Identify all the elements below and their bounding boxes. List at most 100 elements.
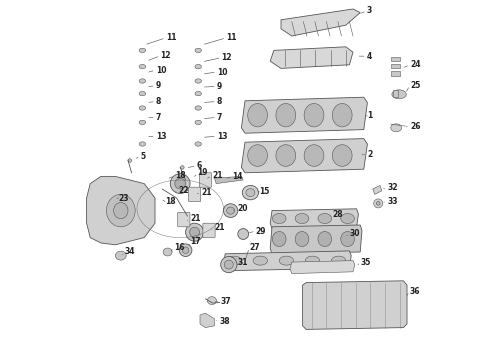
Polygon shape — [270, 225, 362, 254]
Text: 8: 8 — [217, 97, 222, 106]
Text: 3: 3 — [367, 6, 372, 15]
Text: 34: 34 — [124, 248, 135, 256]
Ellipse shape — [374, 199, 383, 208]
Text: 29: 29 — [256, 227, 266, 236]
Text: 14: 14 — [232, 172, 243, 181]
Text: 21: 21 — [201, 188, 212, 197]
Text: 27: 27 — [249, 243, 260, 252]
Text: 18: 18 — [165, 197, 176, 206]
Ellipse shape — [246, 189, 255, 197]
Text: 21: 21 — [215, 223, 225, 233]
Ellipse shape — [318, 213, 332, 224]
FancyBboxPatch shape — [391, 71, 400, 76]
Ellipse shape — [276, 145, 295, 166]
Ellipse shape — [175, 178, 186, 189]
Ellipse shape — [392, 90, 406, 99]
Text: 30: 30 — [349, 229, 360, 238]
Text: 19: 19 — [197, 168, 208, 177]
Text: 1: 1 — [368, 112, 373, 120]
Text: 36: 36 — [410, 287, 420, 296]
Ellipse shape — [195, 142, 201, 146]
Ellipse shape — [139, 48, 146, 53]
FancyBboxPatch shape — [203, 223, 215, 238]
Text: 5: 5 — [141, 152, 146, 161]
Ellipse shape — [195, 106, 201, 110]
Ellipse shape — [116, 251, 126, 260]
Text: 25: 25 — [410, 81, 420, 90]
Polygon shape — [270, 209, 358, 229]
Ellipse shape — [253, 256, 268, 265]
Polygon shape — [242, 97, 368, 133]
Polygon shape — [200, 313, 215, 328]
Ellipse shape — [139, 64, 146, 69]
Text: 22: 22 — [178, 186, 189, 195]
Ellipse shape — [190, 227, 199, 237]
Text: 2: 2 — [368, 150, 373, 159]
Polygon shape — [290, 261, 355, 274]
Text: 9: 9 — [217, 82, 222, 91]
Text: 24: 24 — [410, 60, 420, 69]
Polygon shape — [270, 47, 353, 68]
Text: 12: 12 — [221, 53, 232, 62]
Ellipse shape — [139, 79, 146, 83]
Ellipse shape — [238, 229, 248, 239]
Ellipse shape — [195, 79, 201, 83]
Text: 37: 37 — [220, 297, 231, 306]
Text: 16: 16 — [174, 243, 184, 252]
Polygon shape — [87, 176, 155, 245]
Ellipse shape — [276, 104, 295, 127]
Ellipse shape — [186, 223, 204, 241]
Text: 17: 17 — [190, 238, 201, 247]
Polygon shape — [281, 9, 360, 36]
Text: 23: 23 — [118, 194, 129, 202]
Ellipse shape — [195, 91, 201, 96]
Text: 10: 10 — [156, 66, 166, 75]
Text: 35: 35 — [361, 258, 371, 266]
Polygon shape — [215, 176, 243, 184]
Ellipse shape — [195, 120, 201, 125]
Ellipse shape — [305, 256, 319, 265]
Ellipse shape — [332, 104, 352, 127]
Ellipse shape — [248, 104, 268, 127]
Ellipse shape — [304, 145, 324, 166]
Text: 12: 12 — [160, 51, 171, 60]
FancyBboxPatch shape — [392, 90, 398, 97]
Ellipse shape — [195, 64, 201, 69]
Ellipse shape — [248, 145, 268, 166]
Text: 18: 18 — [175, 171, 185, 180]
Text: 26: 26 — [410, 122, 420, 131]
Text: 11: 11 — [166, 33, 176, 42]
FancyBboxPatch shape — [199, 173, 212, 187]
Ellipse shape — [179, 244, 192, 256]
Text: 32: 32 — [387, 183, 398, 192]
Ellipse shape — [295, 213, 309, 224]
Text: 21: 21 — [190, 215, 201, 223]
Ellipse shape — [224, 260, 233, 269]
Text: 20: 20 — [237, 204, 247, 213]
Ellipse shape — [207, 297, 217, 305]
Polygon shape — [373, 185, 382, 194]
Text: 9: 9 — [156, 81, 161, 90]
Ellipse shape — [114, 202, 128, 219]
Ellipse shape — [139, 120, 146, 125]
FancyBboxPatch shape — [178, 212, 190, 227]
Text: 8: 8 — [156, 97, 161, 106]
Ellipse shape — [182, 247, 189, 253]
Ellipse shape — [139, 142, 146, 146]
FancyBboxPatch shape — [391, 57, 400, 61]
FancyBboxPatch shape — [391, 64, 400, 68]
Ellipse shape — [227, 207, 235, 214]
Ellipse shape — [139, 106, 146, 110]
Text: 28: 28 — [332, 210, 343, 219]
Ellipse shape — [376, 202, 380, 205]
Text: 11: 11 — [226, 33, 237, 42]
Ellipse shape — [318, 231, 332, 247]
Ellipse shape — [195, 48, 201, 53]
Text: 4: 4 — [367, 52, 372, 61]
Ellipse shape — [220, 256, 237, 273]
Ellipse shape — [295, 231, 309, 247]
Ellipse shape — [163, 248, 172, 256]
Polygon shape — [223, 251, 351, 271]
Ellipse shape — [331, 256, 346, 265]
Ellipse shape — [128, 159, 132, 162]
